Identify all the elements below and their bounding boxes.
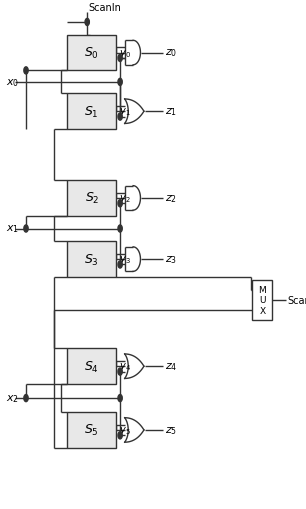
Bar [252,280,272,321]
Bar [67,181,116,216]
Text: $y_1$: $y_1$ [119,106,131,118]
Circle shape [118,395,122,402]
Text: M
U
X: M U X [259,286,266,315]
Text: $y_3$: $y_3$ [119,253,131,266]
Circle shape [118,55,122,63]
Bar [67,242,116,277]
Text: $y_2$: $y_2$ [119,192,131,205]
Circle shape [118,262,122,269]
Text: $S_3$: $S_3$ [84,252,99,267]
Circle shape [85,19,89,26]
Text: $z_3$: $z_3$ [165,253,177,266]
Text: $S_4$: $S_4$ [84,359,99,374]
Circle shape [118,369,122,376]
Bar [67,412,116,448]
Text: $S_1$: $S_1$ [84,104,99,120]
Text: ScanIn: ScanIn [89,3,121,13]
Text: $x_2$: $x_2$ [6,392,19,404]
Text: $z_4$: $z_4$ [165,360,177,373]
Text: $x_1$: $x_1$ [6,223,19,235]
Text: $S_5$: $S_5$ [84,422,99,438]
Text: $y_4$: $y_4$ [119,360,131,373]
Text: $y_5$: $y_5$ [119,424,131,436]
Bar [67,349,116,384]
Bar [67,36,116,71]
Circle shape [24,68,28,75]
Text: ScanOut: ScanOut [287,295,306,305]
Text: $y_0$: $y_0$ [119,47,131,60]
Circle shape [118,201,122,208]
Circle shape [118,79,122,86]
Text: $z_1$: $z_1$ [165,106,177,118]
Text: $z_2$: $z_2$ [165,192,177,205]
Text: $z_0$: $z_0$ [165,47,177,60]
Circle shape [118,114,122,121]
Bar [67,94,116,130]
Circle shape [24,225,28,233]
Circle shape [24,395,28,402]
Text: $x_0$: $x_0$ [6,77,19,89]
Text: $z_5$: $z_5$ [165,424,177,436]
Circle shape [118,432,122,439]
Text: $S_0$: $S_0$ [84,46,99,61]
Circle shape [118,225,122,233]
Text: $S_2$: $S_2$ [84,191,99,206]
